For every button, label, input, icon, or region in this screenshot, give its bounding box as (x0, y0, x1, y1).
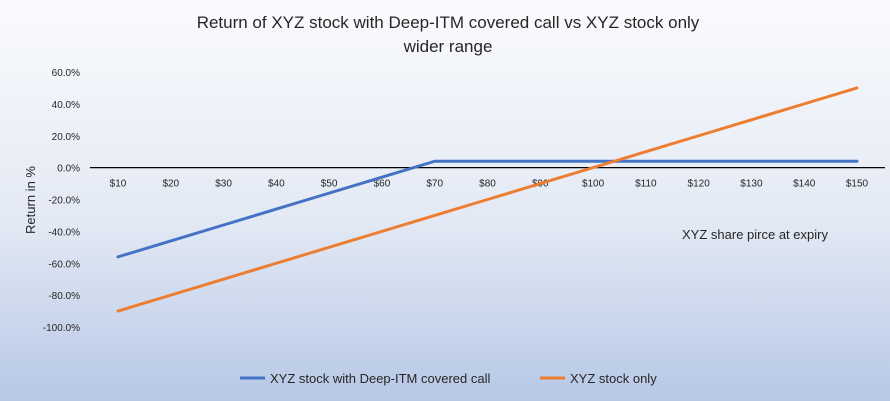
x-tick-label: $120 (688, 179, 711, 190)
x-tick-label: $40 (268, 179, 285, 190)
series-line-1 (116, 159, 859, 259)
x-tick-label: $100 (582, 179, 605, 190)
x-tick-label: $130 (740, 179, 763, 190)
legend-label: XYZ stock with Deep-ITM covered call (270, 371, 490, 386)
x-axis-ticks: $10 $20 $30 $40 $50 $60 $70 $80 $90 $100 $110 $120 $… (110, 179, 869, 190)
y-axis-ticks: 60.0% 40.0% 20.0% 0.0% -20.0% -40.0% -60.0% -80… (43, 68, 80, 334)
chart-title: Return of XYZ stock with Deep-ITM covere… (197, 13, 700, 32)
x-tick-label: $60 (374, 179, 391, 190)
y-tick-label: -20.0% (48, 196, 80, 207)
y-axis-title: Return in % (23, 166, 38, 234)
y-tick-label: -100.0% (43, 323, 80, 334)
y-tick-label: 60.0% (52, 68, 80, 79)
x-tick-label: $20 (162, 179, 179, 190)
x-tick-label: $70 (426, 179, 443, 190)
y-tick-label: 0.0% (57, 164, 80, 175)
legend-label: XYZ stock only (570, 371, 657, 386)
y-tick-label: -40.0% (48, 227, 80, 238)
chart-subtitle: wider range (403, 37, 493, 56)
x-tick-label: $80 (479, 179, 496, 190)
y-tick-label: 40.0% (52, 100, 80, 111)
x-tick-label: $150 (846, 179, 869, 190)
series-line-2 (116, 86, 859, 313)
x-tick-label: $110 (635, 179, 657, 190)
y-tick-label: 20.0% (52, 132, 80, 143)
y-tick-label: -60.0% (48, 259, 80, 270)
x-tick-label: $140 (793, 179, 816, 190)
y-tick-label: -80.0% (48, 291, 80, 302)
legend: XYZ stock with Deep-ITM covered call XYZ … (240, 371, 657, 386)
x-tick-label: $10 (110, 179, 127, 190)
x-tick-label: $30 (215, 179, 232, 190)
series-lines (116, 86, 859, 313)
x-axis-annotation: XYZ share pirce at expiry (682, 227, 828, 242)
x-tick-label: $50 (321, 179, 338, 190)
